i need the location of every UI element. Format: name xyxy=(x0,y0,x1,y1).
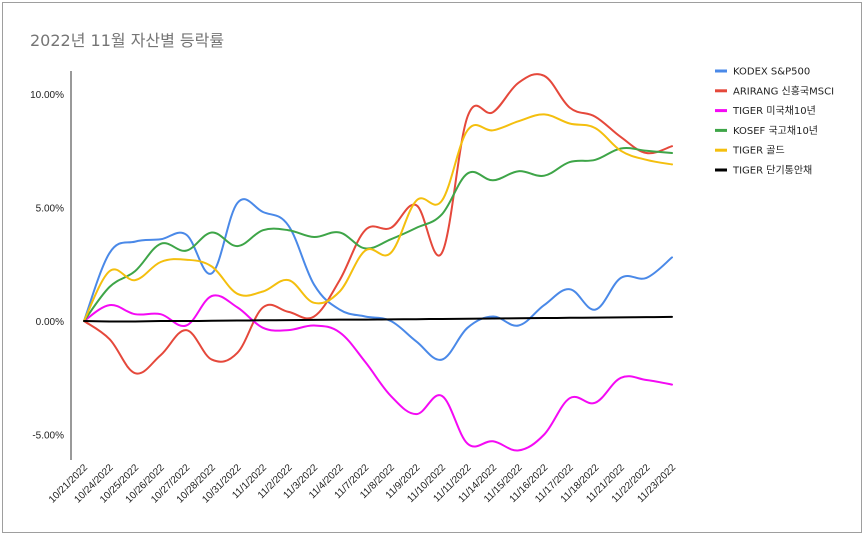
legend-label: KODEX S&P500 xyxy=(733,67,810,78)
series-line-tiger xyxy=(83,113,673,322)
legend-label: KOSEF 국고채10년 xyxy=(733,125,818,137)
y-tick-label: -5.00% xyxy=(32,431,64,442)
series-line-tiger xyxy=(83,315,673,323)
x-axis-ticks: 10/21/202210/24/202210/25/202210/26/2022… xyxy=(47,462,678,505)
series-lines xyxy=(83,73,673,452)
legend-label: TIGER 골드 xyxy=(732,145,785,157)
series-line-kodex-s-p500 xyxy=(83,198,673,361)
legend-label: ARIRANG 신흥국MSCI xyxy=(733,84,834,97)
y-tick-label: 10.00% xyxy=(30,90,64,101)
series-line-arirang-msci xyxy=(83,73,673,375)
y-tick-label: 5.00% xyxy=(36,204,64,215)
legend-label: TIGER 단기통안채 xyxy=(732,165,812,177)
series-line-kosef-10 xyxy=(83,147,673,322)
y-tick-label: 0.00% xyxy=(36,317,64,328)
chart-title: 2022년 11월 자산별 등락률 xyxy=(30,31,225,50)
legend-label: TIGER 미국채10년 xyxy=(732,105,816,117)
y-axis-ticks: 10.00% 5.00% 0.00% -5.00% xyxy=(30,90,64,442)
series-line-tiger-10 xyxy=(83,294,673,452)
legend: KODEX S&P500 ARIRANG 신흥국MSCI TIGER 미국채10년 K… xyxy=(715,67,834,177)
